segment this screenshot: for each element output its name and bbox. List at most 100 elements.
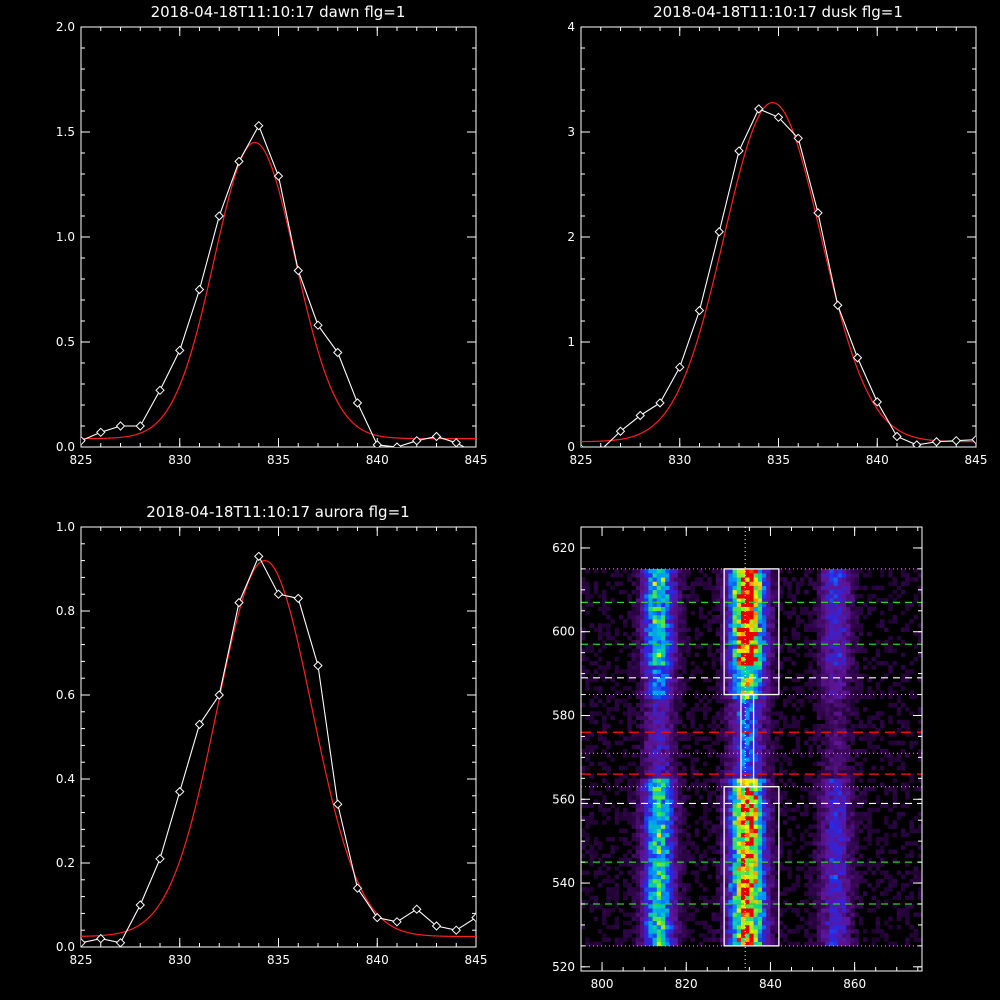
pixel [728,857,733,863]
pixel [829,728,834,733]
pixel [660,916,666,922]
pixel [850,665,855,670]
pixel [833,899,839,905]
pixel [677,715,683,720]
pixel [871,736,876,741]
pixel [816,866,822,871]
pixel [724,753,729,758]
pixel [736,602,742,607]
pixel [766,899,771,905]
pixel [656,916,662,922]
pixel [732,749,738,754]
pixel [715,895,721,901]
pixel [631,631,637,637]
pixel [597,941,603,947]
pixel [766,937,771,942]
pixel [778,753,784,758]
pixel [820,589,826,595]
pixel [816,920,822,926]
pixel [854,581,860,586]
pixel [656,832,662,838]
pixel [724,635,729,641]
pixel [837,832,843,838]
pixel [829,698,834,704]
pixel [778,862,784,867]
pixel [816,707,822,712]
pixel [909,661,914,666]
data-point [813,208,823,218]
pixel [656,899,662,905]
pixel [614,811,620,817]
pixel [888,753,893,758]
pixel [732,698,738,704]
data-point [833,300,843,310]
pixel [740,702,746,708]
pixel [892,661,898,666]
pixel [871,778,876,783]
pixel [656,610,662,616]
pixel [581,627,586,633]
pixel [677,644,683,649]
pixel [736,623,742,628]
pixel [778,711,784,716]
pixel [833,614,839,620]
pixel [778,912,784,917]
pixel [774,648,780,653]
pixel [639,824,645,829]
pixel [644,610,649,616]
pixel [673,912,679,917]
pixel [639,845,645,850]
pixel [749,606,754,612]
pixel [639,707,645,712]
pixel [816,929,822,934]
pixel [770,723,775,729]
pixel [816,623,822,628]
pixel [829,790,834,796]
pixel [766,740,771,746]
pixel [614,702,620,708]
pixel [833,585,839,591]
y-tick-label: 0.5 [56,335,75,349]
pixel [774,799,780,804]
pixel [753,740,759,746]
pixel [669,816,674,821]
pixel [724,661,729,666]
pixel [635,924,641,930]
pixel [732,895,738,901]
pixel [837,702,843,708]
pixel [677,673,683,679]
pixel [837,723,843,729]
pixel [867,690,872,695]
pixel [648,749,653,754]
pixel [732,719,738,725]
pixel [698,610,704,616]
pixel [665,841,670,846]
pixel [820,648,826,653]
pixel [652,728,658,733]
pixel [618,690,624,695]
pixel [656,903,662,909]
pixel [677,753,683,758]
pixel [745,799,750,804]
pixel [669,723,674,729]
pixel [732,744,738,750]
pixel [719,790,725,796]
pixel [842,594,847,599]
pixel [669,769,674,775]
pixel [808,916,813,922]
pixel [639,816,645,821]
pixel [639,765,645,771]
pixel [820,786,826,792]
pixel [778,920,784,926]
pixel [825,594,830,599]
pixel [639,857,645,863]
pixel [618,941,624,947]
pixel [808,933,813,938]
pixel [791,782,796,787]
pixel [724,728,729,733]
pixel [753,673,759,679]
pixel [770,887,775,892]
pixel [648,719,653,725]
pixel [749,887,754,892]
pixel [842,778,847,783]
